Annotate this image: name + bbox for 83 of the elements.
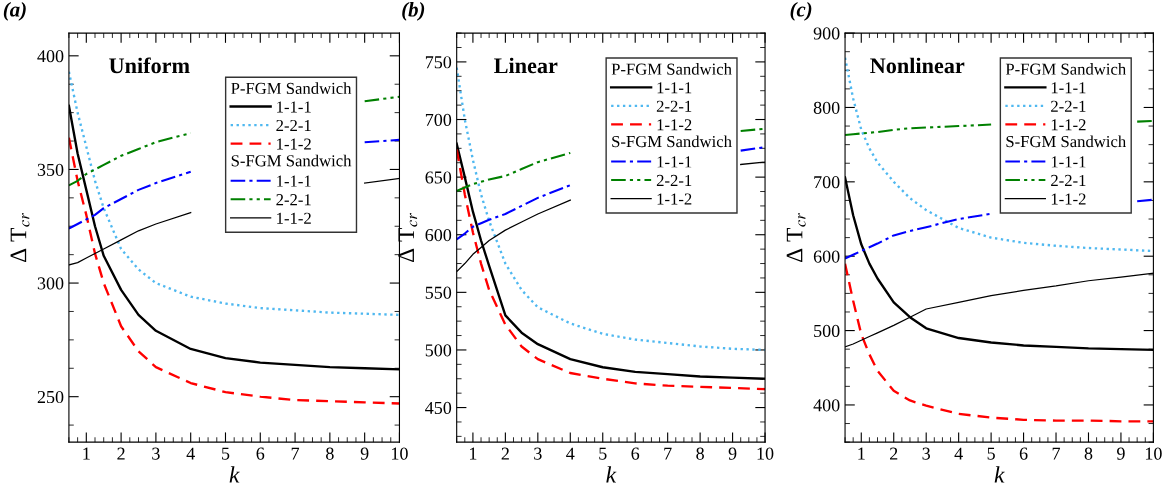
x-tick-label: 4 [186, 447, 195, 460]
x-axis-title: k [994, 466, 1005, 483]
legend-label: 1-1-1 [657, 82, 692, 94]
y-tick-label: 600 [813, 250, 840, 263]
y-tick-label: 300 [37, 277, 64, 290]
x-tick-label: 7 [664, 447, 672, 460]
legend-label: 1-1-1 [1051, 156, 1086, 168]
y-tick-label: 450 [425, 401, 452, 415]
x-tick-label: 10 [1145, 447, 1162, 460]
x-tick-label: 3 [534, 447, 542, 460]
legend-label: 1-1-2 [277, 212, 311, 224]
x-tick-label: 4 [954, 447, 963, 460]
x-tick-label: 6 [1019, 447, 1028, 460]
x-axis-title: k [606, 466, 617, 483]
y-tick-label: 550 [425, 286, 452, 299]
legend-label: 2-2-1 [1051, 100, 1086, 112]
line-series [845, 262, 1154, 423]
legend-label: 1-1-1 [277, 175, 311, 187]
y-tick-label: 400 [813, 399, 840, 412]
x-tick-label: 9 [1117, 447, 1125, 460]
legend-label: 1-1-2 [1051, 119, 1086, 131]
x-tick-label: 5 [222, 447, 230, 460]
annotation: Uniform [109, 57, 190, 74]
legend-label: 2-2-1 [656, 100, 692, 112]
y-tick-label: 600 [425, 228, 452, 242]
annotation: S-FGM Sandwich [612, 135, 732, 148]
x-tick-label: 1 [469, 447, 477, 460]
annotation: S-FGM Sandwich [231, 154, 352, 167]
x-tick-label: 3 [152, 447, 160, 460]
legend-label: 2-2-1 [1051, 174, 1086, 186]
x-tick-label: 2 [117, 447, 125, 460]
y-tick-label: 250 [37, 390, 64, 404]
x-tick-label: 4 [566, 447, 575, 460]
x-tick-label: 9 [728, 447, 737, 460]
y-tick-label: 700 [425, 113, 452, 126]
y-tick-label: 500 [814, 324, 840, 338]
y-tick-label: 350 [37, 163, 64, 176]
legend-title: P-FGM Sandwich [1005, 63, 1126, 75]
chart-title: (b) [402, 1, 425, 21]
y-tick-label: 400 [37, 50, 64, 63]
legend-label: 1-1-1 [657, 156, 692, 168]
chart-title: (a) [3, 1, 26, 21]
y-axis-title: Δ T$_{cr}$ [10, 212, 30, 263]
legend-label: 2-2-1 [656, 174, 692, 186]
annotation: Nonlinear [870, 57, 965, 74]
legend-label: 1-1-2 [657, 119, 692, 131]
legend-title: P-FGM Sandwich [231, 82, 352, 94]
y-tick-label: 750 [425, 56, 452, 69]
y-tick-label: 900 [813, 27, 840, 40]
x-tick-label: 7 [291, 447, 300, 460]
legend-label: 2-2-1 [276, 194, 311, 206]
x-tick-label: 10 [757, 447, 774, 460]
y-tick-label: 650 [425, 171, 452, 184]
x-tick-label: 9 [360, 447, 369, 460]
chart-title: (c) [790, 1, 812, 21]
legend-label: 1-1-2 [657, 193, 692, 205]
legend-label: 1-1-1 [277, 101, 311, 113]
y-tick-label: 500 [425, 344, 452, 357]
legend-label: 1-1-1 [1051, 82, 1086, 94]
y-tick-label: 700 [814, 176, 840, 189]
y-tick-label: 800 [813, 101, 840, 114]
x-tick-label: 1 [858, 447, 865, 460]
annotation: Linear [494, 57, 558, 74]
legend-label: 2-2-1 [276, 119, 311, 131]
x-tick-label: 8 [1084, 447, 1093, 460]
annotation: S-FGM Sandwich [1006, 135, 1126, 148]
x-tick-label: 6 [256, 447, 265, 460]
legend-label: 1-1-2 [277, 138, 311, 150]
x-tick-label: 7 [1052, 447, 1061, 460]
x-tick-label: 1 [83, 447, 90, 460]
x-tick-label: 5 [987, 447, 995, 460]
x-tick-label: 6 [631, 447, 640, 460]
x-tick-label: 10 [392, 447, 408, 460]
x-tick-label: 8 [696, 447, 704, 460]
legend-label: 1-1-2 [1051, 193, 1086, 205]
x-tick-label: 2 [890, 447, 898, 460]
y-axis-title: Δ T$_{cr}$ [786, 212, 806, 263]
x-tick-label: 5 [599, 447, 607, 460]
x-tick-label: 3 [922, 447, 930, 460]
legend-title: P-FGM Sandwich [611, 63, 732, 75]
x-tick-label: 8 [326, 447, 334, 460]
x-axis-title: k [229, 466, 240, 483]
x-tick-label: 2 [501, 447, 509, 460]
